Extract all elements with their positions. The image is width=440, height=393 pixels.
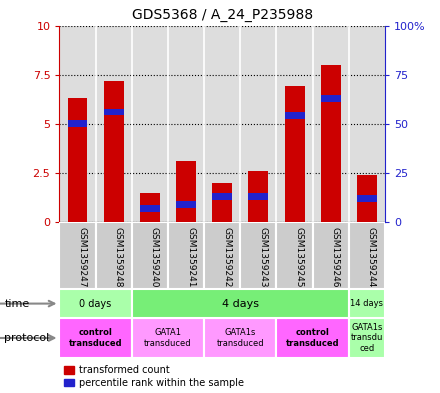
Bar	[204, 318, 276, 358]
Bar	[132, 289, 349, 318]
Bar	[168, 222, 204, 289]
Text: GATA1s
transdu
ced: GATA1s transdu ced	[351, 323, 383, 353]
Text: GSM1359248: GSM1359248	[114, 228, 123, 288]
Text: GATA1s
transduced: GATA1s transduced	[216, 328, 264, 348]
Bar	[95, 222, 132, 289]
Bar	[212, 183, 232, 222]
Bar	[276, 222, 313, 289]
Bar	[104, 81, 124, 222]
Text: 0 days: 0 days	[80, 299, 112, 309]
Text: GSM1359241: GSM1359241	[186, 228, 195, 288]
Text: GSM1359243: GSM1359243	[258, 228, 268, 288]
Bar	[276, 318, 349, 358]
Bar	[140, 193, 160, 222]
Bar	[249, 193, 268, 200]
Bar	[176, 161, 196, 222]
Bar	[68, 98, 88, 222]
Bar	[59, 318, 132, 358]
Text: protocol: protocol	[4, 333, 50, 343]
Bar	[212, 193, 232, 200]
Bar	[59, 289, 132, 318]
Bar	[349, 318, 385, 358]
Text: GSM1359240: GSM1359240	[150, 228, 159, 288]
Text: GSM1359247: GSM1359247	[77, 228, 87, 288]
Bar	[59, 222, 95, 289]
Bar	[68, 120, 88, 127]
Legend: transformed count, percentile rank within the sample: transformed count, percentile rank withi…	[64, 365, 244, 388]
Bar	[313, 222, 349, 289]
Bar	[204, 222, 240, 289]
Bar	[349, 222, 385, 289]
Bar	[132, 318, 204, 358]
Bar	[285, 112, 304, 119]
Text: control
transduced: control transduced	[286, 328, 339, 348]
Bar	[140, 205, 160, 212]
Bar	[349, 289, 385, 318]
Text: GSM1359245: GSM1359245	[294, 228, 304, 288]
Text: GSM1359246: GSM1359246	[331, 228, 340, 288]
Bar	[176, 201, 196, 208]
Bar	[321, 65, 341, 222]
Text: GATA1
transduced: GATA1 transduced	[144, 328, 192, 348]
Bar	[132, 222, 168, 289]
Bar	[357, 195, 377, 202]
Bar	[321, 95, 341, 102]
Text: 4 days: 4 days	[222, 299, 259, 309]
Bar	[104, 108, 124, 116]
Text: GSM1359242: GSM1359242	[222, 228, 231, 288]
Bar	[240, 222, 276, 289]
Bar	[249, 171, 268, 222]
Bar	[285, 86, 304, 222]
Bar	[357, 175, 377, 222]
Text: time: time	[4, 299, 29, 309]
Text: GSM1359244: GSM1359244	[367, 228, 376, 288]
Title: GDS5368 / A_24_P235988: GDS5368 / A_24_P235988	[132, 8, 313, 22]
Text: 14 days: 14 days	[350, 299, 383, 308]
Text: control
transduced: control transduced	[69, 328, 122, 348]
